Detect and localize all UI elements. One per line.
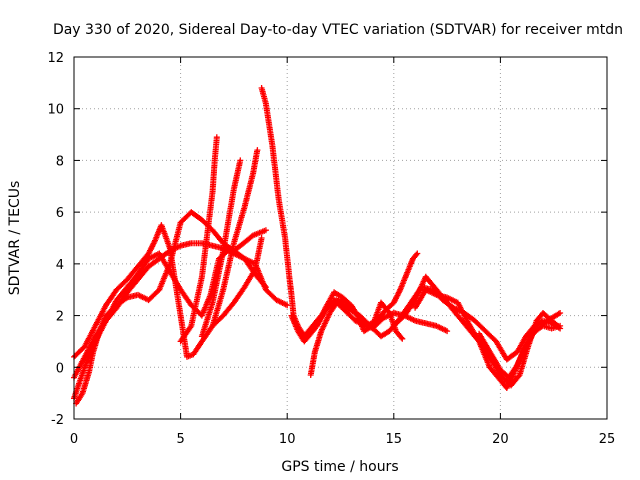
series-markers <box>209 147 261 329</box>
series-arc-6 <box>198 157 244 340</box>
series-arc-7 <box>209 147 261 329</box>
y-tick-label: -2 <box>51 413 64 428</box>
y-tick-label: 12 <box>47 51 64 66</box>
x-tick-label: 10 <box>279 432 296 447</box>
y-axis-label: SDTVAR / TECUs <box>7 181 23 296</box>
x-tick-label: 25 <box>599 432 616 447</box>
series-markers <box>198 157 244 340</box>
x-tick-label: 15 <box>386 432 403 447</box>
x-tick-label: 20 <box>492 432 509 447</box>
y-tick-label: 6 <box>56 206 64 221</box>
y-tick-label: 0 <box>56 361 64 376</box>
series-arc-13 <box>412 286 564 391</box>
y-tick-label: 10 <box>47 103 64 118</box>
series-markers <box>177 134 220 345</box>
series-markers <box>476 322 564 381</box>
series-arc-5 <box>177 134 220 345</box>
plot-frame <box>73 56 608 420</box>
series-arc-14 <box>476 322 564 381</box>
chart-title: Day 330 of 2020, Sidereal Day-to-day VTE… <box>53 22 623 38</box>
data-marks <box>71 85 564 407</box>
x-tick-label: 0 <box>70 432 78 447</box>
x-tick-label: 5 <box>176 432 184 447</box>
y-tick-label: 4 <box>56 258 64 273</box>
y-tick-label: 8 <box>56 154 64 169</box>
x-axis-label: GPS time / hours <box>281 459 398 475</box>
series-markers <box>412 286 564 391</box>
y-tick-label: 2 <box>56 310 64 325</box>
axis-ticks: 0 5 10 15 20 25 -2 0 2 4 6 8 10 12 <box>47 51 615 447</box>
